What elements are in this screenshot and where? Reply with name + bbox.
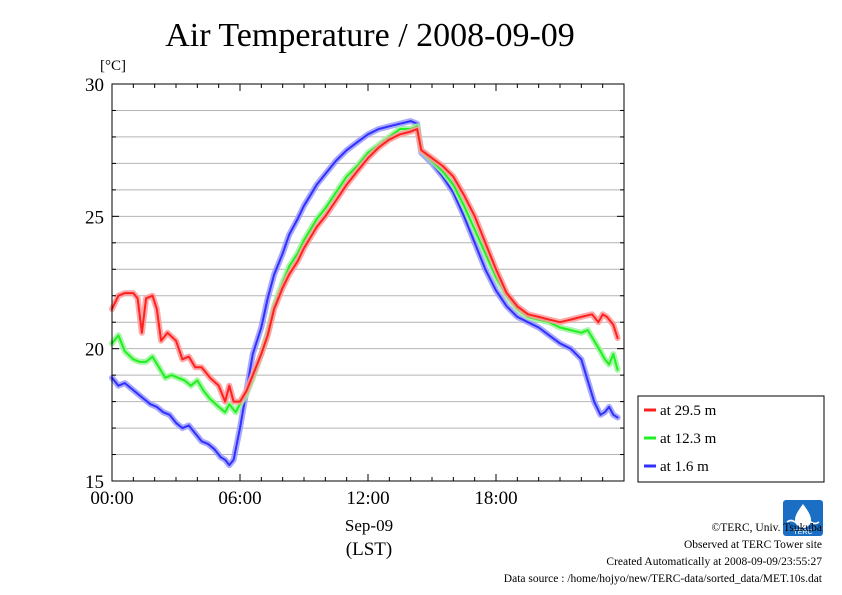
series-line — [111, 128, 619, 403]
legend-box — [637, 395, 825, 483]
y-tick-label: 25 — [85, 207, 104, 228]
chart-title: Air Temperature / 2008-09-09 — [165, 17, 575, 54]
footer-created: Created Automatically at 2008-09-09/23:5… — [606, 556, 822, 568]
y-tick-label: 15 — [85, 472, 104, 493]
terc-logo-text: TERC — [793, 529, 812, 536]
legend-label: at 29.5 m — [660, 403, 717, 419]
x-axis: 00:00 06:00 12:00 18:00 — [90, 84, 625, 509]
y-tick-label: 30 — [85, 75, 104, 96]
y-unit-label: [°C] — [100, 58, 126, 74]
series-group — [109, 118, 621, 469]
x-axis-timezone-label: (LST) — [346, 539, 392, 560]
x-tick-label: 12:00 — [346, 488, 389, 509]
legend-label: at 1.6 m — [660, 459, 709, 475]
series-band — [109, 126, 621, 405]
terc-logo: TERC — [783, 500, 823, 536]
x-tick-label: 18:00 — [474, 488, 517, 509]
x-tick-label: 00:00 — [90, 488, 133, 509]
footer-credit: ©TERC, Univ. Tsukuba — [711, 522, 822, 534]
legend: at 29.5 m at 12.3 m at 1.6 m — [637, 395, 825, 483]
y-axis: 15 20 25 30 — [85, 75, 624, 493]
legend-label: at 12.3 m — [660, 431, 717, 447]
series-line — [111, 120, 619, 467]
x-tick-label: 06:00 — [218, 488, 261, 509]
x-axis-date-label: Sep-09 — [345, 516, 393, 535]
footer-observed: Observed at TERC Tower site — [683, 539, 822, 551]
footer-source: Data source : /home/hojyo/new/TERC-data/… — [503, 573, 822, 585]
series-band — [109, 118, 621, 469]
y-tick-label: 20 — [85, 340, 104, 361]
plot-frame — [111, 83, 625, 482]
